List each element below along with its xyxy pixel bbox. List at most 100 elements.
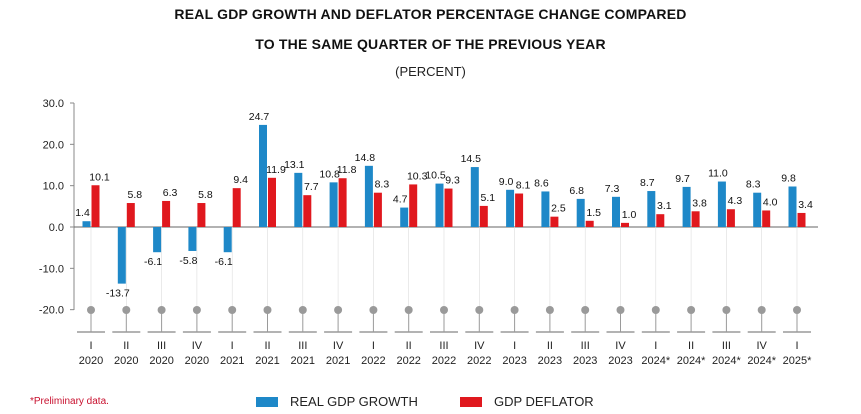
data-label-gdp-deflator: 5.1 <box>480 192 495 204</box>
data-label-real-gdp-growth: -6.1 <box>144 256 162 268</box>
chart-title-line2: TO THE SAME QUARTER OF THE PREVIOUS YEAR <box>255 36 606 52</box>
chart-subtitle: (PERCENT) <box>395 64 466 79</box>
x-tick-label-year: 2020 <box>114 355 138 367</box>
bar-gdp-deflator <box>268 177 276 227</box>
bar-real-gdp-growth <box>753 192 762 227</box>
data-label-real-gdp-growth: 8.7 <box>640 177 655 189</box>
data-label-gdp-deflator: 4.0 <box>763 196 778 208</box>
data-label-real-gdp-growth: 10.8 <box>319 168 340 180</box>
x-tick-label-year: 2020 <box>185 355 209 367</box>
x-tick-label-quarter: I <box>231 340 234 352</box>
data-label-gdp-deflator: 8.1 <box>516 180 531 192</box>
x-tick-label-quarter: I <box>372 340 375 352</box>
x-tick-label-year: 2022 <box>361 355 385 367</box>
data-label-real-gdp-growth: 9.7 <box>675 173 690 185</box>
data-label-real-gdp-growth: 1.4 <box>75 207 90 219</box>
bar-gdp-deflator <box>515 193 524 227</box>
data-label-real-gdp-growth: -6.1 <box>215 256 233 268</box>
data-label-real-gdp-growth: -5.8 <box>179 255 197 267</box>
bar-real-gdp-growth <box>294 172 303 227</box>
x-tick-label-year: 2024* <box>712 355 741 367</box>
bar-gdp-deflator <box>444 188 453 227</box>
x-tick-label-year: 2022 <box>432 355 456 367</box>
data-label-real-gdp-growth: 24.7 <box>249 111 270 123</box>
x-tick-label-quarter: III <box>581 340 590 352</box>
x-tick-label-year: 2024* <box>747 355 776 367</box>
bar-gdp-deflator <box>197 203 206 227</box>
x-tick-label-quarter: II <box>688 340 694 352</box>
y-tick-label: 20.0 <box>43 139 64 151</box>
data-label-gdp-deflator: 8.3 <box>375 179 390 191</box>
data-label-gdp-deflator: 9.3 <box>445 175 460 187</box>
y-tick-label: 10.0 <box>43 181 64 193</box>
x-tick-label-quarter: I <box>654 340 657 352</box>
bar-gdp-deflator <box>373 192 382 227</box>
data-label-gdp-deflator: 1.0 <box>622 209 637 221</box>
y-tick-label: -20.0 <box>39 305 64 317</box>
bar-real-gdp-growth <box>682 186 691 227</box>
data-label-real-gdp-growth: 8.6 <box>534 177 549 189</box>
bar-gdp-deflator <box>409 184 418 227</box>
x-tick-label-quarter: II <box>123 340 129 352</box>
bar-gdp-deflator <box>232 188 241 227</box>
preliminary-note: *Preliminary data. <box>30 396 109 407</box>
x-tick-label-year: 2020 <box>149 355 173 367</box>
legend-label-deflator: GDP DEFLATOR <box>494 394 594 409</box>
bar-real-gdp-growth <box>576 198 585 227</box>
data-label-real-gdp-growth: 9.8 <box>781 172 796 184</box>
chart-title-line1: REAL GDP GROWTH AND DEFLATOR PERCENTAGE … <box>174 6 687 22</box>
x-tick-label-quarter: I <box>513 340 516 352</box>
x-tick-label-quarter: II <box>406 340 412 352</box>
bar-gdp-deflator <box>303 195 312 227</box>
bar-real-gdp-growth <box>470 167 479 227</box>
legend-deflator: GDP DEFLATOR <box>460 394 594 409</box>
x-tick-label-quarter: IV <box>615 340 626 352</box>
x-tick-label-year: 2024* <box>641 355 670 367</box>
x-tick-label-year: 2021 <box>220 355 244 367</box>
data-label-gdp-deflator: 10.3 <box>407 170 428 182</box>
y-tick-label: -10.0 <box>39 263 64 275</box>
x-tick-label-quarter: II <box>264 340 270 352</box>
bar-real-gdp-growth <box>506 189 515 227</box>
bar-gdp-deflator <box>162 200 171 227</box>
x-tick-label-year: 2023 <box>502 355 526 367</box>
x-tick-label-year: 2024* <box>677 355 706 367</box>
data-label-gdp-deflator: 5.8 <box>198 189 213 201</box>
data-label-gdp-deflator: 6.3 <box>163 187 178 199</box>
bar-real-gdp-growth <box>82 221 91 227</box>
y-tick-label: 30.0 <box>43 98 64 110</box>
bar-real-gdp-growth <box>541 191 550 227</box>
x-tick-label-year: 2022 <box>467 355 491 367</box>
legend-swatch-gdp <box>256 396 278 407</box>
data-label-gdp-deflator: 3.8 <box>692 197 707 209</box>
bar-gdp-deflator <box>550 216 559 227</box>
bar-real-gdp-growth <box>435 183 444 227</box>
bar-gdp-deflator <box>91 185 100 227</box>
data-label-real-gdp-growth: 4.7 <box>393 194 408 206</box>
bar-real-gdp-growth <box>400 207 409 227</box>
bar-gdp-deflator <box>797 212 806 227</box>
data-label-real-gdp-growth: 7.3 <box>605 183 620 195</box>
data-label-real-gdp-growth: 13.1 <box>284 159 305 171</box>
data-label-gdp-deflator: 2.5 <box>551 203 566 215</box>
bar-real-gdp-growth <box>329 182 338 227</box>
data-label-gdp-deflator: 11.9 <box>266 164 286 176</box>
data-label-real-gdp-growth: 6.8 <box>569 185 584 197</box>
legend-gdp: REAL GDP GROWTH <box>256 394 418 409</box>
x-tick-label-quarter: III <box>298 340 307 352</box>
bar-real-gdp-growth <box>612 196 620 227</box>
data-label-gdp-deflator: 1.5 <box>586 207 601 219</box>
x-tick-label-quarter: II <box>547 340 553 352</box>
bar-real-gdp-growth <box>364 165 373 227</box>
y-tick-label: 0.0 <box>49 222 64 234</box>
x-tick-label-quarter: III <box>722 340 731 352</box>
x-tick-label-year: 2021 <box>326 355 350 367</box>
data-label-real-gdp-growth: -13.7 <box>106 288 130 300</box>
x-tick-label-year: 2022 <box>396 355 420 367</box>
bar-real-gdp-growth <box>788 186 797 227</box>
bar-gdp-deflator <box>338 178 347 227</box>
bar-real-gdp-growth <box>153 227 162 253</box>
bar-gdp-deflator <box>585 220 594 227</box>
data-label-real-gdp-growth: 8.3 <box>746 179 761 191</box>
x-tick-label-year: 2021 <box>255 355 279 367</box>
